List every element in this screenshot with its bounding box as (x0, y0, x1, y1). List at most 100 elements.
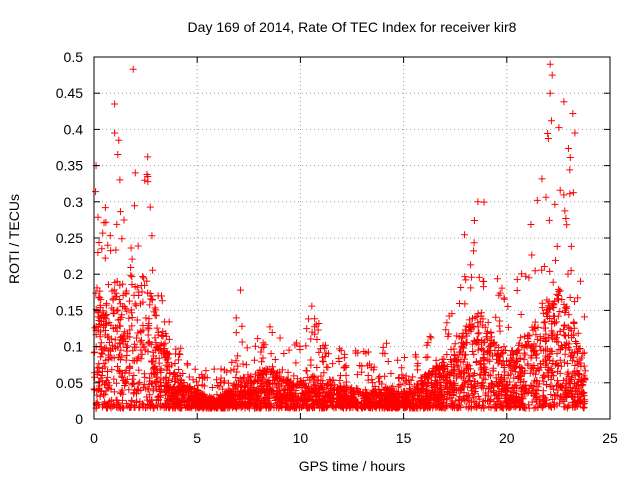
data-point (418, 374, 426, 382)
data-point (480, 354, 488, 362)
data-point (130, 202, 138, 210)
data-point (230, 400, 238, 408)
data-point (437, 362, 445, 370)
data-point (465, 316, 473, 324)
data-point (563, 221, 571, 229)
data-point (370, 366, 378, 374)
data-point (151, 304, 159, 312)
data-point (186, 395, 194, 403)
data-point (569, 393, 577, 401)
y-axis-label: ROTI / TECUs (6, 194, 22, 284)
data-point (171, 387, 179, 395)
data-point (544, 129, 552, 137)
data-point (426, 393, 434, 401)
data-point (213, 382, 221, 390)
data-point (514, 349, 522, 357)
data-point (217, 365, 225, 373)
data-point (438, 391, 446, 399)
data-point (547, 402, 555, 410)
data-point (399, 375, 407, 383)
data-point (163, 401, 171, 409)
data-point (556, 308, 564, 316)
data-point (257, 400, 265, 408)
data-point (490, 340, 498, 348)
data-point (443, 402, 451, 410)
data-point (571, 129, 579, 137)
data-point (230, 365, 238, 373)
data-point (215, 383, 223, 391)
data-point (571, 362, 579, 370)
data-point (556, 369, 564, 377)
data-point (327, 384, 335, 392)
data-point (532, 331, 540, 339)
data-point (128, 273, 136, 281)
data-point (113, 220, 121, 228)
data-point (544, 354, 552, 362)
data-point (136, 403, 144, 411)
data-point (149, 352, 157, 360)
data-point (371, 389, 379, 397)
data-point (381, 372, 389, 380)
data-point (517, 334, 525, 342)
data-point (239, 360, 247, 368)
data-point (565, 380, 573, 388)
data-point (432, 395, 440, 403)
data-point (521, 351, 529, 359)
data-point (247, 379, 255, 387)
data-point (213, 391, 221, 399)
data-point (458, 343, 466, 351)
data-point (469, 347, 477, 355)
data-point (308, 302, 316, 310)
data-point (100, 323, 108, 331)
data-point (358, 368, 366, 376)
data-point (486, 336, 494, 344)
data-point (124, 342, 132, 350)
data-point (291, 341, 299, 349)
data-point (477, 360, 485, 368)
data-point (101, 379, 109, 387)
data-point (266, 323, 274, 331)
data-point (446, 356, 454, 364)
data-point (532, 354, 540, 362)
data-point (444, 389, 452, 397)
data-point (539, 374, 547, 382)
data-point (394, 356, 402, 364)
data-point (242, 389, 250, 397)
data-point (256, 404, 264, 412)
data-point (296, 381, 304, 389)
data-point (191, 365, 199, 373)
data-point (456, 348, 464, 356)
data-point (424, 339, 432, 347)
data-point (103, 404, 111, 412)
data-point (264, 379, 272, 387)
data-point (232, 373, 240, 381)
data-point (244, 402, 252, 410)
data-point (546, 383, 554, 391)
data-point (101, 313, 109, 321)
data-point (166, 369, 174, 377)
data-point (129, 65, 137, 73)
data-point (553, 350, 561, 358)
data-point (165, 318, 173, 326)
data-point (575, 398, 583, 406)
data-point (427, 389, 435, 397)
data-point (449, 401, 457, 409)
data-point (472, 358, 480, 366)
data-point (480, 368, 488, 376)
data-point (530, 346, 538, 354)
data-point (137, 300, 145, 308)
data-point (519, 395, 527, 403)
data-point (135, 404, 143, 412)
data-point (156, 345, 164, 353)
data-point (262, 396, 270, 404)
y-tick-label: 0 (75, 411, 83, 427)
data-points (90, 60, 589, 412)
data-point (422, 402, 430, 410)
data-point (454, 363, 462, 371)
data-point (258, 358, 266, 366)
data-point (131, 169, 139, 177)
data-point (157, 340, 165, 348)
data-point (524, 332, 532, 340)
data-point (510, 351, 518, 359)
data-point (419, 396, 427, 404)
